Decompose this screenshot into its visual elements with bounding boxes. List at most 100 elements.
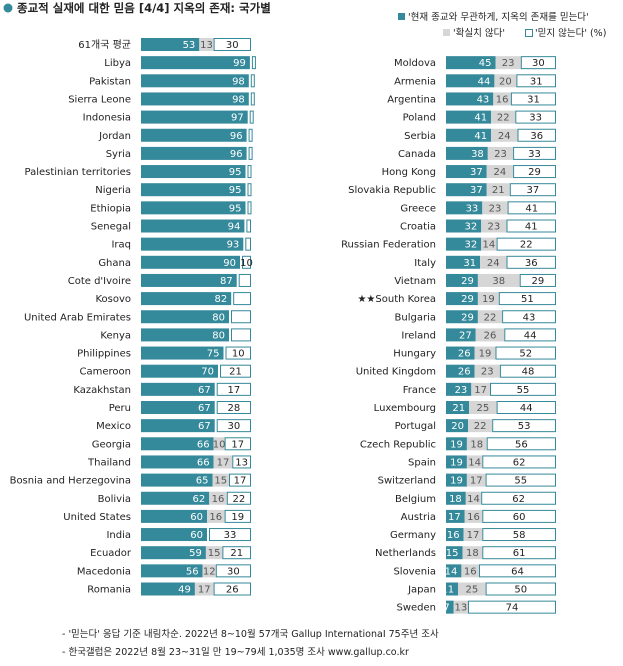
bar-not-believe xyxy=(482,455,556,469)
value-believe: 7 xyxy=(443,603,449,614)
bar-believe xyxy=(446,292,478,306)
value-unsure: 25 xyxy=(476,403,489,414)
value-believe: 87 xyxy=(220,276,233,287)
bar-unsure xyxy=(482,201,508,215)
chart-title: 종교적 실재에 대한 믿음 [4/4] 지옥의 존재: 국가별 xyxy=(17,1,271,15)
row-label: Germany xyxy=(390,530,436,541)
bar-not-believe xyxy=(482,528,556,542)
bar-believe xyxy=(446,74,495,88)
value-not-believe: 52 xyxy=(519,349,532,360)
value-believe: 66 xyxy=(197,457,210,468)
value-believe: 67 xyxy=(198,421,211,432)
value-unsure: 14 xyxy=(483,240,496,251)
bar-not-believe xyxy=(231,310,251,324)
bar-believe xyxy=(446,419,468,433)
legend-swatch-unsure xyxy=(443,29,450,36)
value-unsure: 16 xyxy=(496,94,509,105)
row-label: 61개국 평균 xyxy=(78,39,131,51)
value-believe: 38 xyxy=(471,149,484,160)
row-label: Hungary xyxy=(393,349,436,360)
row-label: Slovenia xyxy=(393,566,436,577)
bar-not-believe xyxy=(498,292,556,306)
row-label: Spain xyxy=(408,457,436,468)
footnote-2: - 한국갤럽은 2022년 8월 23~31일 만 19~79세 1,035명 … xyxy=(62,646,409,658)
bar-believe xyxy=(446,273,478,287)
bar-believe xyxy=(141,273,237,287)
bar-not-believe xyxy=(247,165,252,179)
bar-not-believe xyxy=(506,255,556,269)
value-believe: 26 xyxy=(458,349,471,360)
bar-believe xyxy=(141,201,246,215)
value-unsure: 19 xyxy=(482,294,495,305)
row-label: Luxembourg xyxy=(374,403,436,414)
value-believe: 44 xyxy=(478,76,491,87)
bar-not-believe xyxy=(490,382,556,396)
value-unsure: 13 xyxy=(200,40,213,51)
bar-believe xyxy=(141,528,207,542)
value-not-believe: 55 xyxy=(517,385,530,396)
bar-not-believe xyxy=(486,437,557,451)
row-label: Cameroon xyxy=(80,367,131,378)
bar-believe xyxy=(446,110,492,124)
bar-not-believe xyxy=(213,582,252,596)
value-believe: 29 xyxy=(461,312,474,323)
value-believe: 29 xyxy=(461,276,474,287)
bar-unsure xyxy=(463,528,483,542)
bar-believe xyxy=(446,146,488,160)
bar-believe xyxy=(141,437,214,451)
value-believe: 45 xyxy=(479,58,492,69)
value-believe: 67 xyxy=(198,403,211,414)
value-believe: 43 xyxy=(477,94,490,105)
value-unsure: 23 xyxy=(487,222,500,233)
row-label: Iraq xyxy=(111,240,131,251)
bar-believe xyxy=(141,328,229,342)
value-not-believe: 26 xyxy=(226,585,239,596)
value-believe: 59 xyxy=(189,548,202,559)
value-not-believe: 56 xyxy=(515,439,528,450)
bar-unsure xyxy=(212,473,229,487)
bar-not-believe xyxy=(509,183,556,197)
bar-unsure xyxy=(468,419,493,433)
bar-not-believe xyxy=(242,255,251,269)
value-believe: 41 xyxy=(474,131,487,142)
row-label: Italy xyxy=(414,258,436,269)
bar-not-believe xyxy=(506,219,556,233)
value-not-believe: 37 xyxy=(527,185,540,196)
bar-believe xyxy=(446,455,467,469)
value-unsure: 12 xyxy=(203,566,216,577)
value-not-believe: 30 xyxy=(227,566,240,577)
value-not-believe: 17 xyxy=(231,439,244,450)
bar-unsure xyxy=(475,328,505,342)
bar-not-believe xyxy=(232,455,252,469)
row-label: Netherlands xyxy=(375,548,436,559)
value-not-believe: 30 xyxy=(227,421,240,432)
bar-believe xyxy=(141,473,213,487)
value-not-believe: 22 xyxy=(233,494,246,505)
bar-believe xyxy=(141,146,247,160)
bar-not-believe xyxy=(209,528,251,542)
value-not-believe: 13 xyxy=(235,457,248,468)
value-not-believe: 48 xyxy=(522,367,535,378)
value-believe: 60 xyxy=(190,530,203,541)
row-label: United Arab Emirates xyxy=(24,312,131,323)
value-not-believe: 29 xyxy=(528,167,541,178)
value-unsure: 20 xyxy=(499,76,512,87)
bar-not-believe xyxy=(249,110,254,124)
value-believe: 23 xyxy=(455,385,468,396)
value-believe: 56 xyxy=(186,566,199,577)
value-believe: 16 xyxy=(447,530,460,541)
bar-unsure xyxy=(477,292,499,306)
bar-believe xyxy=(141,237,244,251)
bar-believe xyxy=(141,310,229,324)
value-not-believe: 21 xyxy=(230,548,243,559)
bar-unsure xyxy=(458,582,486,596)
value-believe: 97 xyxy=(231,113,244,124)
bar-unsure xyxy=(466,437,487,451)
value-unsure: 16 xyxy=(464,566,477,577)
bar-unsure xyxy=(453,600,468,614)
row-label: Sweden xyxy=(396,603,436,614)
row-label: Libya xyxy=(104,58,131,69)
value-not-believe: 62 xyxy=(513,457,526,468)
row-label: Kazakhstan xyxy=(73,385,131,396)
row-label: Indonesia xyxy=(83,113,131,124)
